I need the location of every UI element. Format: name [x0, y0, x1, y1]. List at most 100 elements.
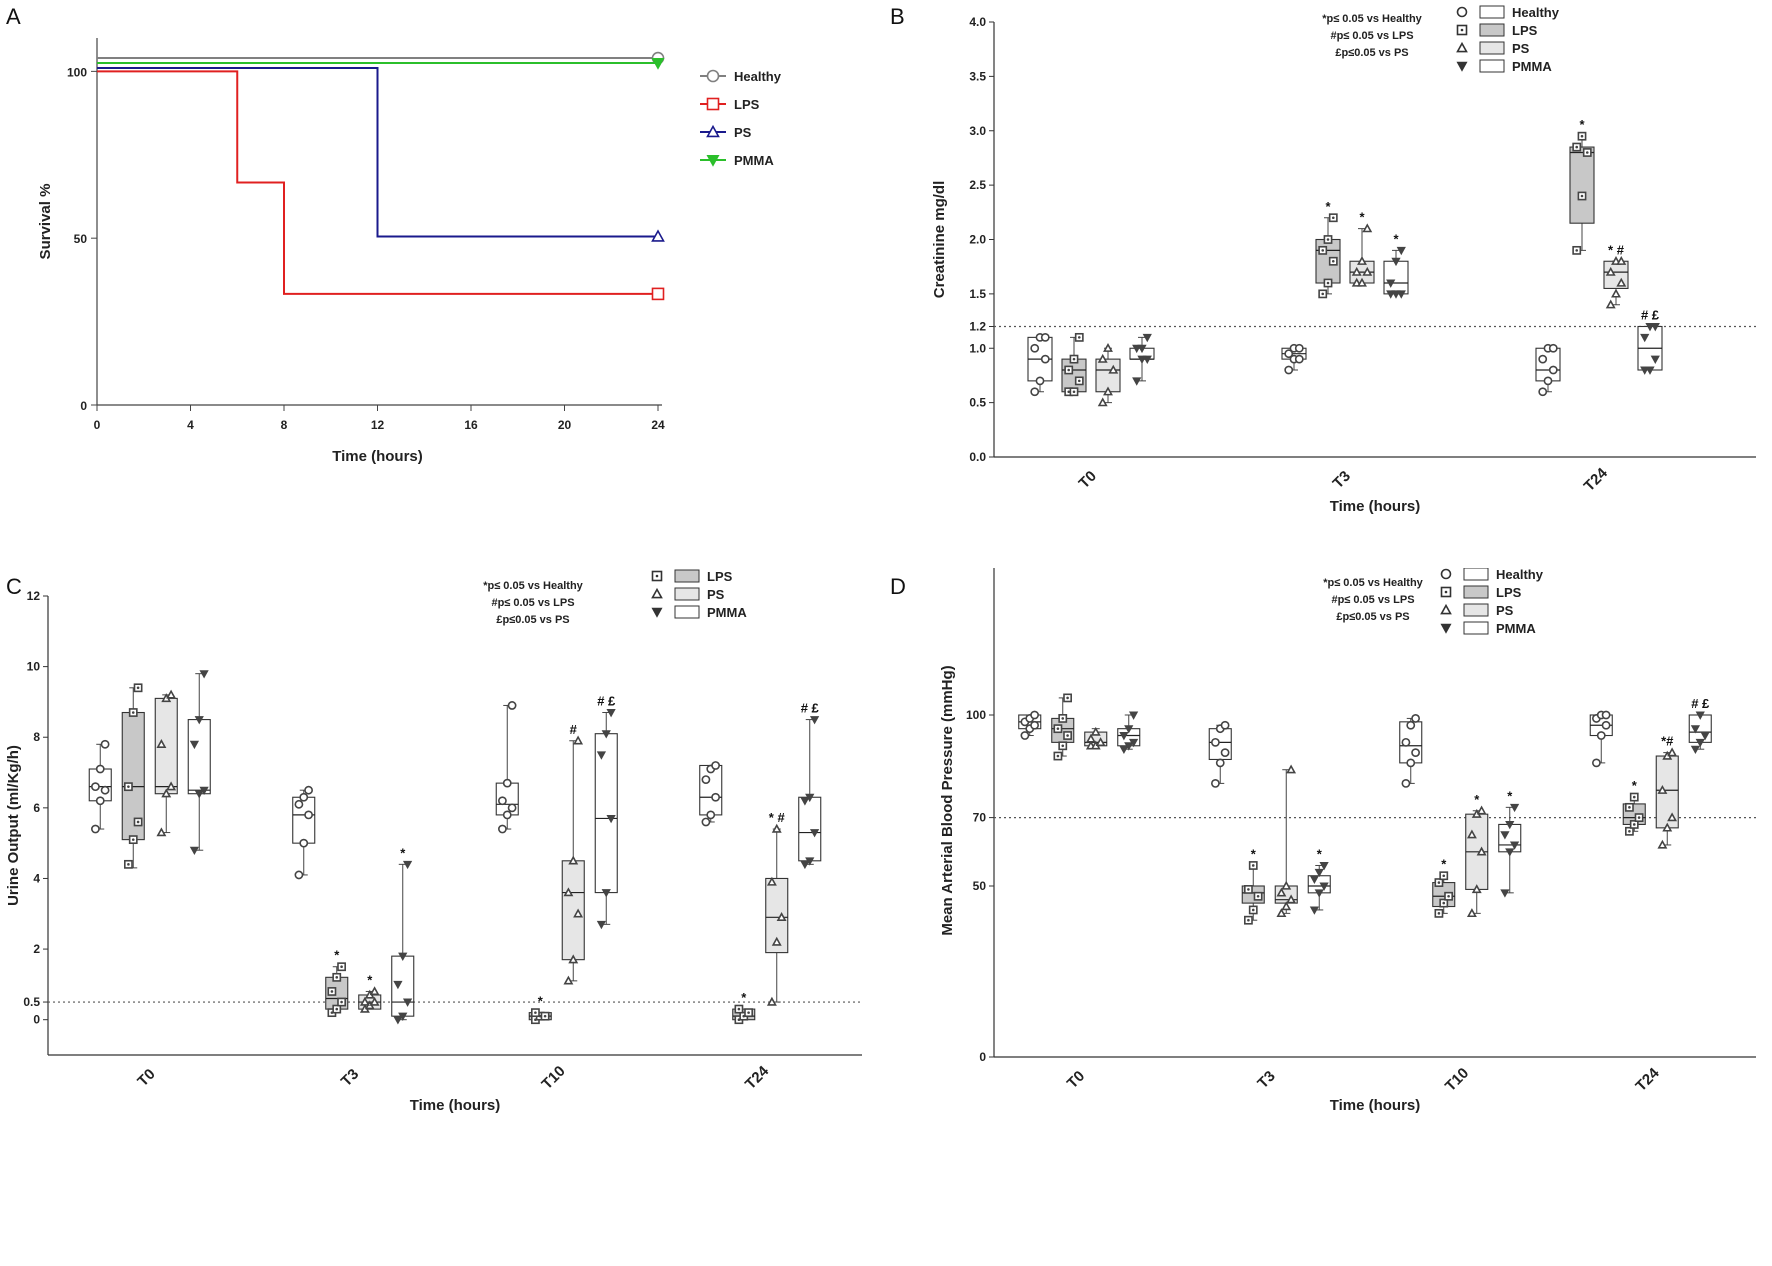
data-point — [1124, 742, 1134, 751]
data-point — [1108, 364, 1119, 374]
data-point — [1466, 829, 1477, 839]
data-point — [1509, 841, 1520, 850]
data-point — [95, 796, 105, 806]
significance-mark: * — [400, 845, 406, 860]
data-point — [809, 716, 820, 725]
data-point — [393, 980, 403, 990]
data-point — [766, 876, 777, 886]
data-point — [398, 952, 408, 961]
data-point-dot — [1061, 717, 1065, 720]
data-point — [1543, 376, 1553, 386]
legend-label: PS — [734, 125, 752, 140]
significance-mark: # £ — [597, 694, 616, 709]
data-point — [1695, 711, 1705, 720]
x-category-label: T3 — [1330, 468, 1354, 492]
stats-note: #p≤ 0.05 vs LPS — [491, 597, 574, 609]
legend-swatch — [1479, 41, 1505, 55]
panel-a-survival-chart: A 0 4 8 12 16 20 24 0 50 100 Time (hours) Survival … — [6, 4, 782, 465]
significance-mark: * — [1317, 846, 1323, 861]
data-point — [1645, 323, 1655, 332]
x-tick-label: 0 — [94, 418, 101, 432]
data-point — [1640, 366, 1650, 375]
data-point — [156, 739, 167, 748]
legend-label: LPS — [734, 97, 760, 112]
x-axis-title: Time (hours) — [1330, 1097, 1421, 1114]
data-point — [1294, 354, 1304, 364]
legend-marker-dot — [1444, 590, 1448, 594]
legend-marker — [1456, 41, 1468, 53]
stats-note: *p≤ 0.05 vs Healthy — [1322, 13, 1422, 25]
panel-label: C — [6, 574, 22, 599]
data-point — [1548, 365, 1558, 375]
data-point — [1090, 726, 1101, 736]
data-point — [601, 730, 611, 739]
data-point — [800, 797, 810, 806]
legend-swatch — [1479, 23, 1505, 37]
data-point — [166, 689, 177, 699]
series-end-marker-ps — [651, 229, 665, 242]
data-point — [1616, 256, 1627, 265]
legend-label: PMMA — [734, 153, 774, 168]
y-axis-title: Survival % — [37, 184, 54, 260]
legend-swatch — [1463, 621, 1489, 635]
data-point — [1596, 731, 1606, 740]
data-point — [805, 857, 815, 866]
data-point — [573, 735, 584, 745]
data-point-dot — [534, 1011, 537, 1014]
legend-marker — [706, 97, 720, 111]
legend-label: PMMA — [1496, 621, 1536, 636]
data-point — [1362, 223, 1373, 233]
y-tick-label: 0.0 — [969, 450, 986, 464]
data-point — [502, 810, 512, 820]
y-tick-label: 2 — [33, 942, 40, 956]
data-point — [294, 870, 304, 880]
data-point — [1220, 748, 1230, 758]
data-point-dot — [1331, 216, 1335, 220]
data-point — [1505, 820, 1515, 830]
y-tick-label: 1.0 — [969, 341, 986, 355]
panel-b-creatinine-chart: B 0.0 0.5 1.0 1.5 2.0 2.5 3.0 3.5 4.0 1.2 Time (ho… — [890, 4, 1756, 515]
significance-mark: # £ — [1691, 696, 1710, 711]
data-point — [1097, 353, 1108, 363]
legend-swatch — [674, 587, 700, 601]
stats-note: #p≤ 0.05 vs LPS — [1331, 594, 1414, 606]
y-tick-label: 50 — [973, 879, 987, 893]
data-point-dot — [1632, 795, 1636, 799]
significance-mark: * — [1507, 788, 1513, 803]
data-point — [1391, 290, 1401, 299]
data-point — [95, 764, 105, 774]
y-tick-label: 1.5 — [969, 287, 986, 301]
data-point — [1538, 387, 1548, 397]
data-point — [299, 792, 309, 802]
data-point — [771, 823, 782, 833]
data-point-dot — [1628, 829, 1631, 833]
legend-marker — [1456, 61, 1468, 72]
data-point — [1396, 290, 1406, 299]
data-point-dot — [136, 686, 140, 690]
data-point — [711, 792, 720, 802]
y-tick-label: 8 — [33, 730, 40, 744]
data-point — [1095, 737, 1106, 747]
data-point — [563, 887, 574, 897]
y-tick-label: 6 — [33, 801, 40, 815]
data-point — [1281, 901, 1292, 911]
data-point-dot — [1072, 390, 1076, 394]
data-point — [369, 986, 380, 996]
data-point — [568, 954, 579, 964]
y-tick-label: 4.0 — [969, 15, 986, 29]
data-point — [1645, 366, 1655, 375]
data-point — [402, 998, 413, 1007]
data-point — [606, 709, 616, 718]
data-point-dot — [131, 838, 135, 841]
data-point — [1386, 290, 1396, 299]
x-category-label: T0 — [134, 1066, 158, 1090]
data-point-dot — [1321, 292, 1325, 296]
data-point — [369, 996, 380, 1006]
significance-mark: * — [538, 994, 544, 1009]
significance-mark: # — [570, 722, 578, 737]
data-point — [1391, 257, 1401, 267]
x-tick-label: 4 — [187, 418, 194, 432]
data-point-dot — [1632, 823, 1636, 826]
significance-mark: * — [334, 948, 340, 963]
box-pmma-t10 — [594, 733, 618, 894]
